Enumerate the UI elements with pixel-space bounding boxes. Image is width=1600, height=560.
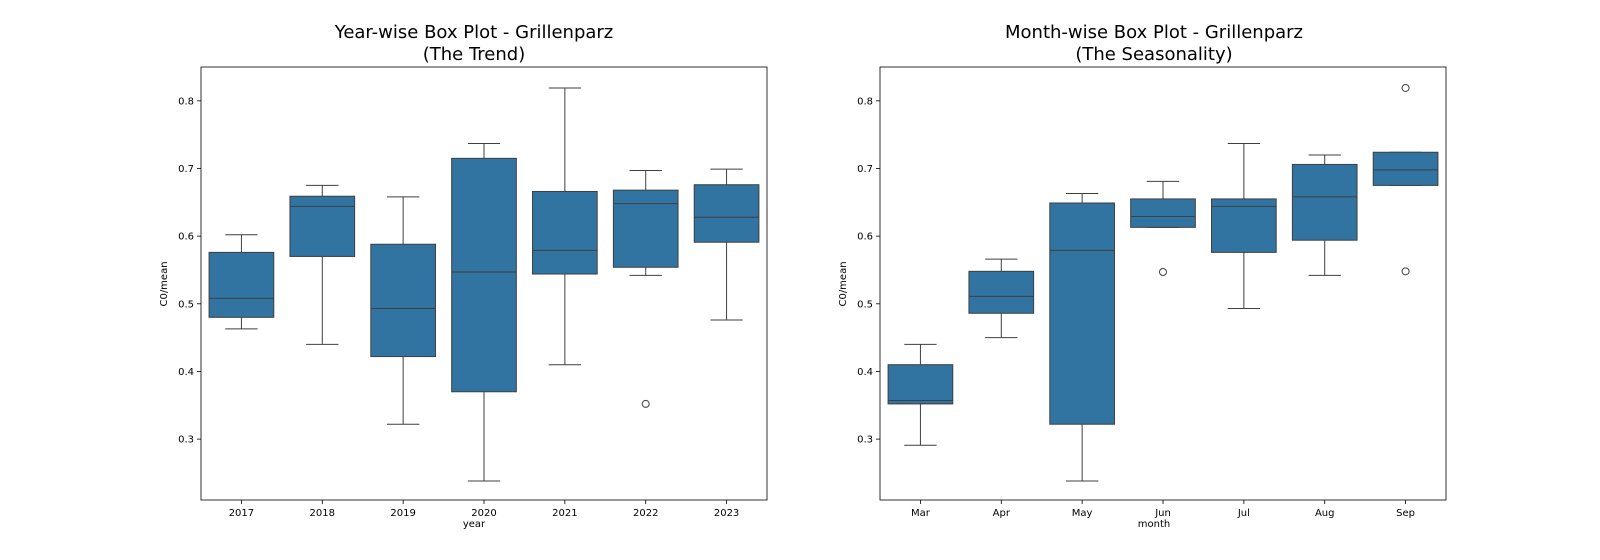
x-tick-label: Mar [911, 508, 931, 519]
month-box-plot: Month-wise Box Plot - Grillenparz (The S… [838, 22, 1447, 530]
x-tick-label: Jul [1237, 508, 1250, 519]
chart-title-line1: Year-wise Box Plot - Grillenparz [334, 22, 614, 43]
box-Apr [968, 258, 1035, 339]
y-tick-label: 0.3 [857, 435, 873, 446]
box-body [968, 270, 1035, 314]
y-tick-label: 0.7 [857, 164, 873, 175]
x-tick-label: 2020 [471, 508, 496, 519]
box-body [370, 243, 436, 358]
box-body [1049, 202, 1115, 425]
box-Jun [1130, 180, 1196, 276]
x-tick-label: 2023 [714, 508, 739, 519]
y-tick-label: 0.4 [857, 367, 873, 378]
x-axis-label: month [1138, 519, 1170, 530]
box-Mar [887, 343, 954, 446]
chart-title-line2: (The Trend) [423, 44, 526, 65]
box-2023 [693, 168, 760, 321]
y-tick-label: 0.3 [178, 435, 194, 446]
box-2017 [208, 234, 275, 330]
x-tick-label: Sep [1396, 508, 1415, 519]
box-2021 [532, 87, 598, 366]
chart-title-line1: Month-wise Box Plot - Grillenparz [1005, 22, 1303, 43]
x-tick-label: 2019 [390, 508, 415, 519]
box-body [451, 157, 517, 393]
box-body [1291, 163, 1358, 241]
box-May [1049, 193, 1115, 482]
axes-frame [200, 66, 768, 501]
box-body [1130, 198, 1196, 228]
x-axis-label: year [463, 519, 486, 530]
y-axis-label: C0/mean [838, 261, 849, 306]
x-tick-label: May [1072, 508, 1093, 519]
box-body [289, 195, 356, 257]
box-2019 [370, 196, 436, 425]
x-tick-label: 2022 [633, 508, 658, 519]
outlier-point [1159, 267, 1167, 276]
outlier-point [1401, 83, 1410, 92]
box-Jul [1211, 142, 1277, 310]
x-tick-label: 2018 [310, 508, 335, 519]
x-tick-label: 2021 [552, 508, 577, 519]
y-tick-label: 0.6 [178, 232, 194, 243]
box-body [1211, 198, 1277, 253]
x-tick-label: Jun [1154, 508, 1171, 519]
y-tick-label: 0.6 [857, 232, 873, 243]
y-tick-label: 0.4 [178, 367, 194, 378]
y-tick-label: 0.5 [857, 299, 873, 310]
box-body [887, 364, 954, 405]
outlier-point [641, 399, 650, 408]
box-2018 [289, 184, 356, 345]
axes-frame [879, 66, 1447, 501]
box-Aug [1291, 154, 1358, 276]
box-2020 [451, 142, 517, 482]
y-tick-label: 0.8 [857, 96, 873, 107]
y-tick-label: 0.5 [178, 299, 194, 310]
box-body [612, 189, 679, 268]
plot-area: 0.3 0.4 0.5 0.6 0.7 0.8 Mar Apr May Jun Jul Aug Sep [857, 66, 1447, 519]
chart-title-line2: (The Seasonality) [1075, 44, 1232, 65]
x-tick-label: Aug [1315, 508, 1335, 519]
box-Sep [1372, 83, 1439, 276]
x-tick-label: Apr [993, 508, 1011, 519]
x-tick-label: 2017 [229, 508, 254, 519]
box-body [532, 190, 598, 275]
box-body [208, 251, 275, 318]
outlier-point [1401, 267, 1410, 276]
box-body [1372, 151, 1439, 186]
plot-area: 0.3 0.4 0.5 0.6 0.7 0.8 2017 2018 2019 2020 2021 20… [178, 66, 768, 519]
y-tick-label: 0.7 [178, 164, 194, 175]
year-box-plot: Year-wise Box Plot - Grillenparz (The Tr… [159, 22, 768, 530]
y-axis-label: C0/mean [159, 261, 170, 306]
y-tick-label: 0.8 [178, 96, 194, 107]
box-2022 [612, 170, 679, 408]
box-body [693, 184, 760, 243]
